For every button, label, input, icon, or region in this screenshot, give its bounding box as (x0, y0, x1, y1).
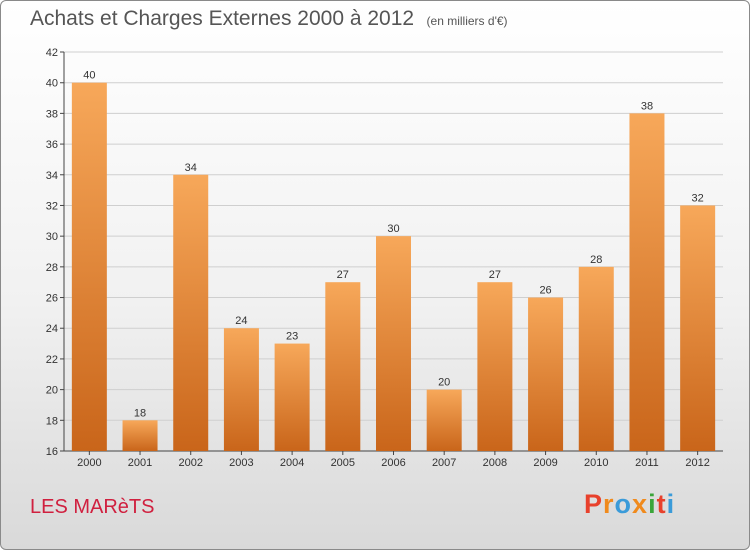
x-tick-label: 2010 (584, 457, 608, 469)
y-tick-label: 38 (46, 108, 58, 120)
bar (71, 82, 107, 451)
data-label: 18 (134, 407, 146, 419)
x-tick-label: 2006 (381, 457, 405, 469)
y-tick-label: 18 (46, 415, 58, 427)
y-tick-label: 36 (46, 139, 58, 151)
data-label: 30 (387, 223, 399, 235)
bar (173, 174, 209, 451)
logo-letter: t (656, 489, 667, 519)
bar (223, 328, 259, 451)
logo-letter: o (614, 489, 633, 519)
x-tick-label: 2001 (128, 457, 152, 469)
logo-letter: r (603, 489, 615, 519)
x-tick-label: 2002 (178, 457, 202, 469)
bar (376, 236, 411, 451)
logo-letter: x (632, 489, 649, 519)
data-label: 27 (489, 269, 501, 281)
y-tick-label: 26 (46, 293, 58, 305)
bar (477, 282, 513, 451)
proxiti-logo: Proxiti (584, 489, 675, 520)
logo-letter: i (648, 489, 657, 519)
data-label: 38 (641, 100, 653, 112)
bar (325, 282, 361, 451)
x-tick-label: 2005 (331, 457, 355, 469)
chart-title: Achats et Charges Externes 2000 à 2012 (… (30, 7, 508, 31)
data-label: 34 (185, 162, 197, 174)
bar (528, 297, 564, 451)
y-tick-label: 16 (46, 446, 58, 458)
y-tick-label: 22 (46, 354, 58, 366)
data-label: 40 (83, 70, 95, 82)
bar (578, 266, 614, 451)
y-tick-label: 24 (46, 323, 58, 335)
data-label: 32 (692, 192, 704, 204)
x-tick-label: 2012 (685, 457, 709, 469)
x-tick-label: 2004 (280, 457, 304, 469)
x-tick-label: 2009 (533, 457, 557, 469)
y-tick-label: 30 (46, 231, 58, 243)
data-label: 23 (286, 331, 298, 343)
data-label: 27 (337, 269, 349, 281)
y-tick-label: 34 (46, 170, 58, 182)
x-tick-label: 2003 (229, 457, 253, 469)
chart-title-text: Achats et Charges Externes 2000 à 2012 (30, 7, 415, 30)
x-tick-label: 2008 (483, 457, 507, 469)
bar (629, 113, 665, 451)
y-tick-label: 28 (46, 262, 58, 274)
bar (680, 205, 716, 451)
data-label: 20 (438, 377, 450, 389)
x-tick-label: 2011 (635, 457, 659, 469)
bar (274, 343, 310, 451)
logo-letter: P (584, 489, 604, 519)
chart-unit-label: (en milliers d'€) (426, 14, 508, 28)
y-tick-label: 20 (46, 385, 58, 397)
logo-letter: i (666, 489, 676, 519)
x-tick-label: 2000 (77, 457, 101, 469)
data-label: 26 (539, 285, 551, 297)
y-tick-label: 42 (46, 47, 58, 59)
data-label: 24 (235, 315, 247, 327)
y-tick-label: 40 (46, 78, 58, 90)
bar (426, 389, 462, 451)
commune-name: LES MARèTS (30, 496, 155, 518)
x-tick-label: 2007 (432, 457, 456, 469)
y-tick-label: 32 (46, 200, 58, 212)
bar (122, 420, 158, 451)
data-label: 28 (590, 254, 602, 266)
